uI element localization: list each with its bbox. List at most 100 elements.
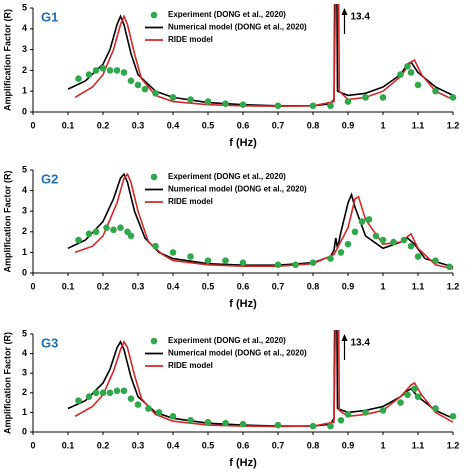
experiment-point (274, 102, 282, 110)
experiment-point (432, 87, 439, 95)
experiment-point (145, 405, 152, 412)
experiment-point (113, 67, 121, 74)
experiment-point (449, 94, 457, 101)
experiment-point (75, 397, 82, 404)
x-tick-label: 1.1 (412, 281, 425, 291)
y-tick-label: 5 (22, 2, 27, 12)
experiment-point (106, 389, 114, 397)
legend-text: RIDE model (168, 197, 213, 206)
y-tick-label: 4 (22, 185, 27, 195)
experiment-point (120, 387, 128, 395)
y-tick-label: 3 (22, 44, 27, 54)
experiment-point (169, 249, 177, 256)
y-tick-label: 0 (22, 426, 27, 436)
x-tick-label: 1.2 (447, 281, 460, 291)
model-line (74, 172, 454, 270)
experiment-point (99, 65, 107, 72)
x-tick-label: 1.2 (447, 440, 460, 450)
experiment-point (106, 67, 114, 74)
experiment-point (92, 389, 100, 397)
x-tick-label: 0.5 (202, 120, 215, 130)
experiment-point (169, 94, 177, 101)
experiment-point (127, 395, 135, 402)
experiment-point (411, 385, 418, 393)
experiment-point (309, 259, 317, 267)
x-tick-label: 0.1 (62, 120, 75, 130)
experiment-point (327, 102, 334, 110)
y-tick-label: 1 (22, 407, 27, 417)
y-axis-label: Amplification Factor (R) (2, 9, 12, 111)
y-tick-label: 4 (22, 23, 27, 33)
experiment-point (404, 62, 411, 70)
x-tick-label: 1 (380, 120, 385, 130)
x-axis-label: f (Hz) (229, 298, 257, 310)
experiment-point (134, 401, 142, 408)
x-tick-label: 0.1 (62, 440, 75, 450)
experiment-point (309, 422, 317, 430)
x-tick-label: 0.5 (202, 440, 215, 450)
experiment-point (169, 413, 177, 420)
y-tick-label: 2 (22, 226, 27, 236)
y-tick-label: 1 (22, 86, 27, 96)
experiment-point (327, 422, 334, 430)
panel-label: G1 (41, 9, 58, 24)
annotation: 13.4 (351, 12, 371, 23)
experiment-point (344, 98, 352, 105)
y-axis-label: Amplification Factor (R) (2, 332, 12, 434)
experiment-point (407, 69, 415, 76)
experiment-point (327, 255, 334, 262)
experiment-point (85, 71, 93, 78)
y-tick-label: 2 (22, 65, 27, 75)
model-line (67, 330, 454, 427)
x-tick-label: 0.3 (132, 440, 145, 450)
y-tick-label: 1 (22, 247, 27, 257)
experiment-point (239, 101, 247, 109)
legend-marker (150, 173, 158, 181)
x-tick-label: 0.8 (307, 120, 320, 130)
experiment-point (397, 71, 404, 78)
experiment-point (432, 257, 439, 264)
experiment-point (358, 218, 366, 225)
experiment-point (274, 421, 282, 429)
experiment-point (404, 391, 411, 399)
model-line (74, 330, 454, 428)
legend-text: Numerical model (DONG et al., 2020) (168, 185, 307, 194)
plot-area (67, 172, 454, 271)
experiment-point (407, 242, 415, 250)
experiment-point (309, 102, 317, 110)
x-tick-label: 0.8 (307, 440, 320, 450)
x-tick-label: 1.1 (412, 120, 425, 130)
experiment-point (134, 81, 142, 89)
experiment-point (187, 253, 194, 260)
legend-text: RIDE model (168, 361, 213, 370)
legend-text: Experiment (DONG et al., 2020) (168, 10, 286, 19)
experiment-point (222, 257, 229, 264)
legend-text: Numerical model (DONG et al., 2020) (168, 349, 307, 358)
x-tick-label: 1.2 (447, 120, 460, 130)
experiment-point (239, 420, 247, 428)
experiment-point (379, 407, 387, 414)
x-axis-label: f (Hz) (229, 137, 257, 149)
experiment-point (344, 240, 352, 248)
experiment-point (400, 236, 408, 244)
experiment-point (113, 387, 121, 395)
x-tick-label: 0.5 (202, 281, 215, 291)
panel-label: G2 (41, 171, 58, 186)
x-tick-label: 0.3 (132, 120, 145, 130)
experiment-point (120, 69, 128, 76)
experiment-point (397, 399, 404, 406)
x-tick-label: 0.2 (97, 120, 110, 130)
experiment-point (344, 411, 352, 418)
experiment-point (85, 230, 93, 238)
x-tick-label: 0.7 (272, 120, 285, 130)
experiment-point (432, 405, 439, 412)
experiment-point (92, 67, 100, 74)
legend-text: Numerical model (DONG et al., 2020) (168, 23, 307, 32)
experiment-point (414, 253, 422, 260)
experiment-point (414, 393, 422, 401)
plot-area (67, 4, 457, 110)
x-tick-label: 0.3 (132, 281, 145, 291)
annotation-arrowhead (341, 8, 348, 15)
experiment-point (362, 409, 369, 416)
experiment-point (222, 100, 229, 107)
